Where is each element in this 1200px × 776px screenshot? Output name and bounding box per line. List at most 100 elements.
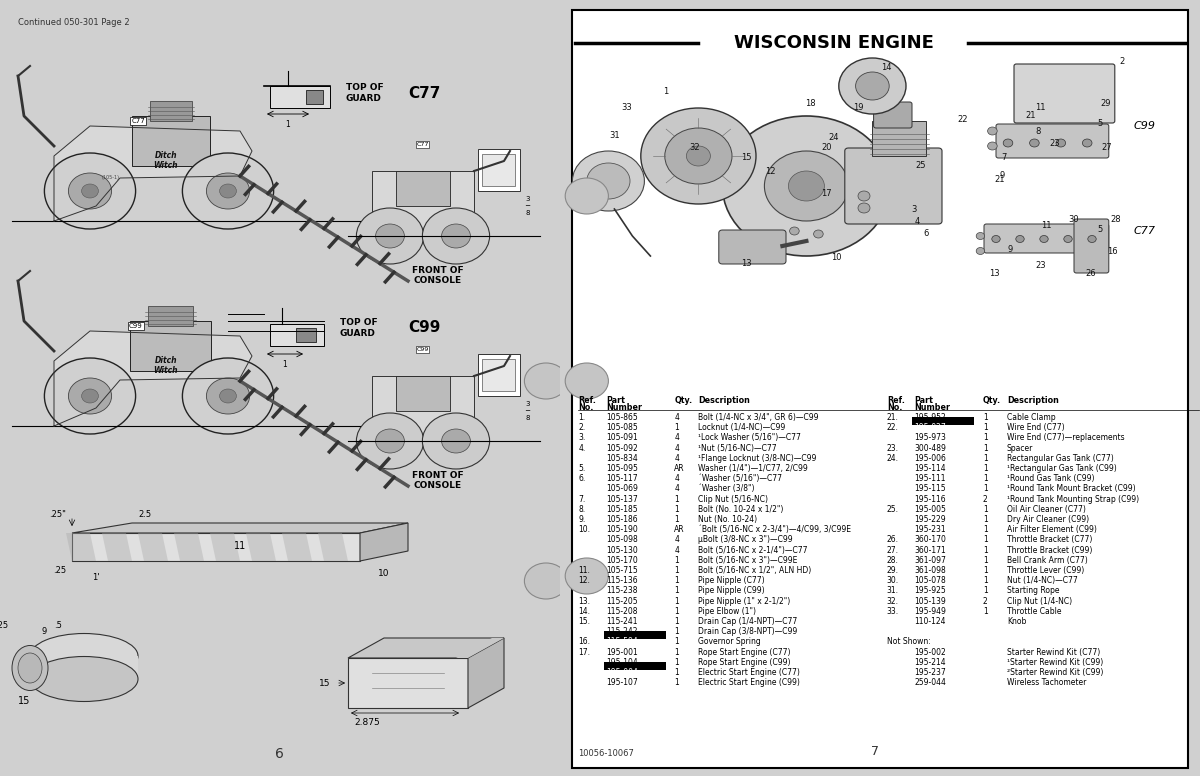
Text: Cable Clamp: Cable Clamp [1007,413,1056,422]
Text: Qty.: Qty. [983,396,1001,405]
Text: ´Washer (5/16")—C77: ´Washer (5/16")—C77 [698,474,782,483]
Text: 195-107: 195-107 [606,678,637,688]
Text: 15: 15 [18,696,30,706]
Text: 16.: 16. [578,637,590,646]
Text: Nut (1/4-NC)—C77: Nut (1/4-NC)—C77 [1007,577,1078,585]
Text: 14.: 14. [578,607,590,616]
Text: 1: 1 [674,597,679,605]
Bar [604,632,666,639]
Text: 115-238: 115-238 [606,587,637,595]
Text: 115-136: 115-136 [606,577,637,585]
Ellipse shape [12,646,48,691]
Text: 22: 22 [958,115,967,123]
Text: Starting Rope: Starting Rope [1007,587,1060,595]
Text: 9: 9 [42,627,47,636]
Text: 115-205: 115-205 [606,597,637,605]
Circle shape [1039,235,1049,242]
Text: 31: 31 [610,131,619,140]
Text: 9: 9 [1008,244,1013,254]
Text: 105-098: 105-098 [606,535,637,545]
Text: 105-117: 105-117 [606,474,637,483]
Text: 195-115: 195-115 [914,484,946,494]
Text: ¹Round Gas Tank (C99): ¹Round Gas Tank (C99) [1007,474,1094,483]
Text: 1: 1 [983,546,988,555]
Text: No.: No. [887,403,902,412]
Text: 4: 4 [674,413,679,422]
Text: 11.: 11. [578,566,590,575]
Text: .25": .25" [49,510,66,519]
Text: 16: 16 [1108,247,1117,255]
Polygon shape [282,533,312,561]
Text: Part: Part [606,396,625,405]
Text: 11: 11 [1036,103,1045,113]
Text: 195-004: 195-004 [606,668,638,677]
Text: 115-594: 115-594 [606,637,637,646]
Text: 1: 1 [674,587,679,595]
Text: 1: 1 [674,617,679,626]
Text: 105-137: 105-137 [606,494,637,504]
Text: (105-1): (105-1) [101,175,120,180]
Text: 11: 11 [1042,221,1051,230]
Text: 25: 25 [916,161,925,171]
Polygon shape [138,533,168,561]
Text: Pipe Nipple (C77): Pipe Nipple (C77) [698,577,766,585]
Bar [306,90,323,104]
Text: ¹Rectangular Gas Tank (C99): ¹Rectangular Gas Tank (C99) [1007,464,1116,473]
Text: 1: 1 [983,464,988,473]
Text: TOP OF
GUARD: TOP OF GUARD [346,83,383,102]
Text: 3.: 3. [578,434,586,442]
Text: 12: 12 [766,167,775,175]
Bar [482,359,515,391]
Text: Throttle Lever (C99): Throttle Lever (C99) [1007,566,1084,575]
Text: 15.: 15. [578,617,590,626]
Text: Locknut (1/4-NC)—C99: Locknut (1/4-NC)—C99 [698,423,786,432]
Text: 23: 23 [1050,140,1060,148]
Text: Spacer: Spacer [1007,444,1033,452]
Text: 105-186: 105-186 [606,515,637,524]
Circle shape [82,184,98,198]
Circle shape [182,153,274,229]
Text: 2.: 2. [578,423,586,432]
Polygon shape [318,533,348,561]
Circle shape [422,208,490,264]
Text: 4: 4 [674,434,679,442]
Text: 1: 1 [983,505,988,514]
Text: AR: AR [674,464,685,473]
Polygon shape [54,331,252,426]
Text: Pipe Elbow (1"): Pipe Elbow (1") [698,607,756,616]
Text: WISCONSIN ENGINE: WISCONSIN ENGINE [734,34,934,52]
Text: 115-208: 115-208 [606,607,637,616]
Circle shape [376,224,404,248]
Text: 195-002: 195-002 [914,648,946,656]
Text: Wire End (C77): Wire End (C77) [1007,423,1064,432]
Text: 26: 26 [1086,268,1096,278]
Text: 24.: 24. [887,454,899,462]
Text: 4: 4 [674,535,679,545]
Text: Description: Description [698,396,750,405]
Text: 195-925: 195-925 [914,587,946,595]
Text: Electric Start Engine (C77): Electric Start Engine (C77) [698,668,800,677]
Text: 195-114: 195-114 [914,464,946,473]
Text: 21: 21 [995,175,1004,185]
Bar [396,171,450,206]
Circle shape [858,203,870,213]
Text: C77: C77 [408,85,440,101]
Circle shape [376,429,404,453]
Bar [270,86,330,108]
Text: Dry Air Cleaner (C99): Dry Air Cleaner (C99) [1007,515,1088,524]
Text: 17: 17 [822,189,832,199]
Text: 29: 29 [1100,99,1110,109]
Text: Continued 050-301 Page 2: Continued 050-301 Page 2 [18,18,130,27]
Text: 105-139: 105-139 [914,597,946,605]
Text: Pipe Nipple (1" x 2-1/2"): Pipe Nipple (1" x 2-1/2") [698,597,791,605]
Bar [150,101,192,121]
Text: C99: C99 [408,320,440,335]
Text: 1: 1 [983,454,988,462]
Text: 2: 2 [983,494,988,504]
Text: 4: 4 [674,454,679,462]
Polygon shape [72,523,408,533]
Text: 195-005: 195-005 [914,505,947,514]
Circle shape [524,363,568,399]
FancyBboxPatch shape [984,224,1109,253]
Text: 8.: 8. [578,505,586,514]
